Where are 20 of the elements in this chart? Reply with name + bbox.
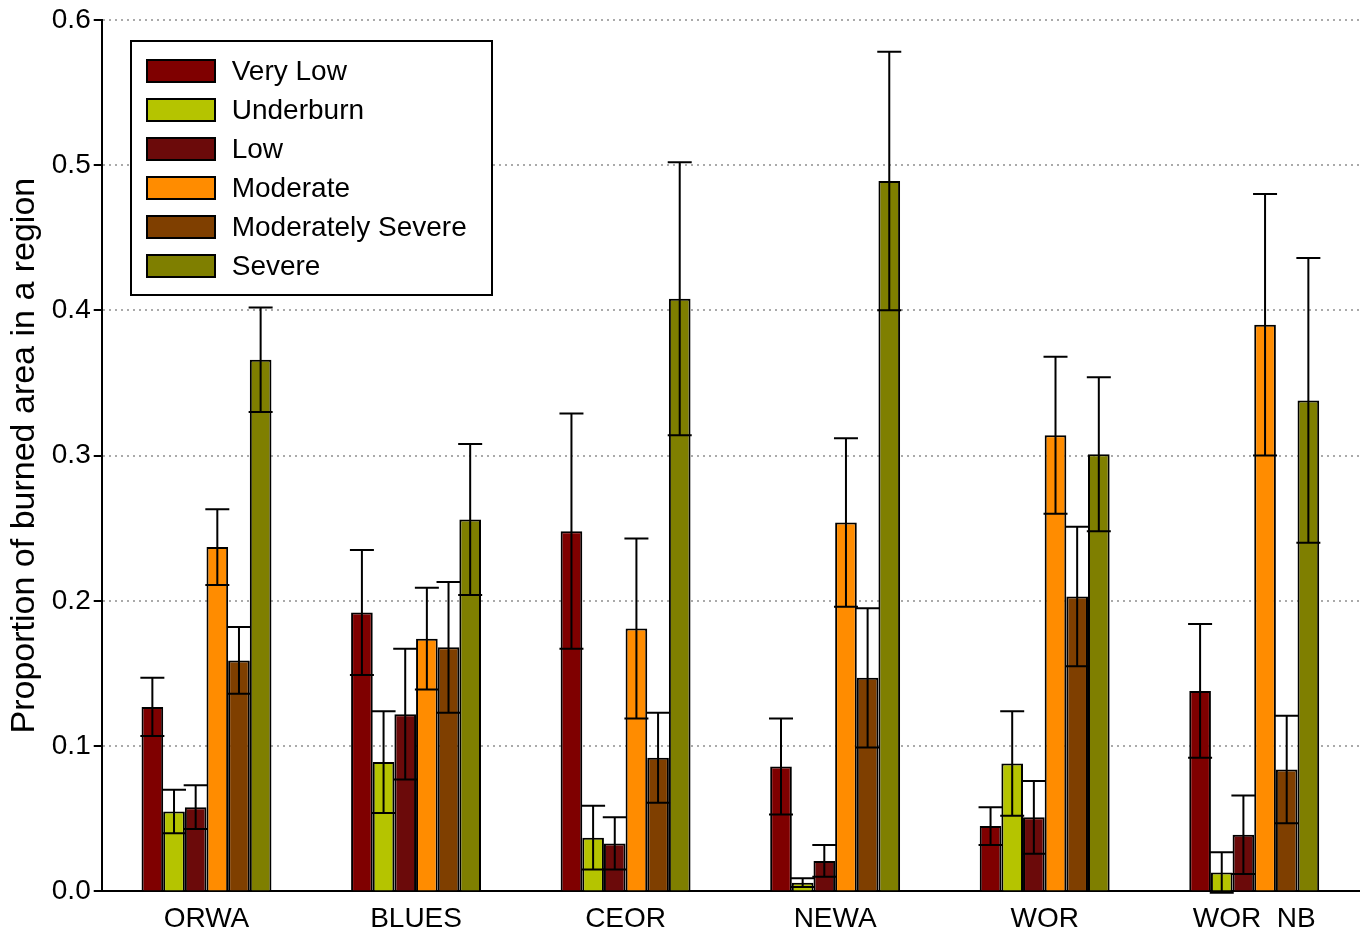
x-tick-label: ORWA bbox=[163, 901, 250, 933]
y-axis-title: Proportion of burned area in a region bbox=[2, 177, 41, 734]
x-tick-label: WOR NB bbox=[1192, 901, 1316, 933]
legend-label: Underburn bbox=[231, 94, 365, 127]
y-tick-label: 0.1 bbox=[51, 728, 91, 760]
x-tick-label: NEWA bbox=[793, 901, 877, 933]
legend-label: Low bbox=[231, 133, 284, 166]
legend-label: Moderate bbox=[231, 172, 351, 205]
x-tick-label: BLUES bbox=[370, 901, 462, 933]
x-tick-label: WOR bbox=[1010, 901, 1079, 933]
y-tick-label: 0.2 bbox=[51, 583, 91, 615]
legend-label: Very Low bbox=[231, 55, 347, 88]
y-tick-label: 0.6 bbox=[51, 2, 91, 34]
y-tick-label: 0.3 bbox=[51, 438, 91, 470]
y-tick-label: 0.0 bbox=[51, 874, 91, 906]
legend-label: Severe bbox=[231, 250, 321, 283]
legend-label: Moderately Severe bbox=[231, 211, 467, 244]
y-tick-label: 0.4 bbox=[51, 293, 91, 325]
y-tick-label: 0.5 bbox=[51, 147, 91, 179]
x-tick-label: CEOR bbox=[585, 901, 667, 933]
